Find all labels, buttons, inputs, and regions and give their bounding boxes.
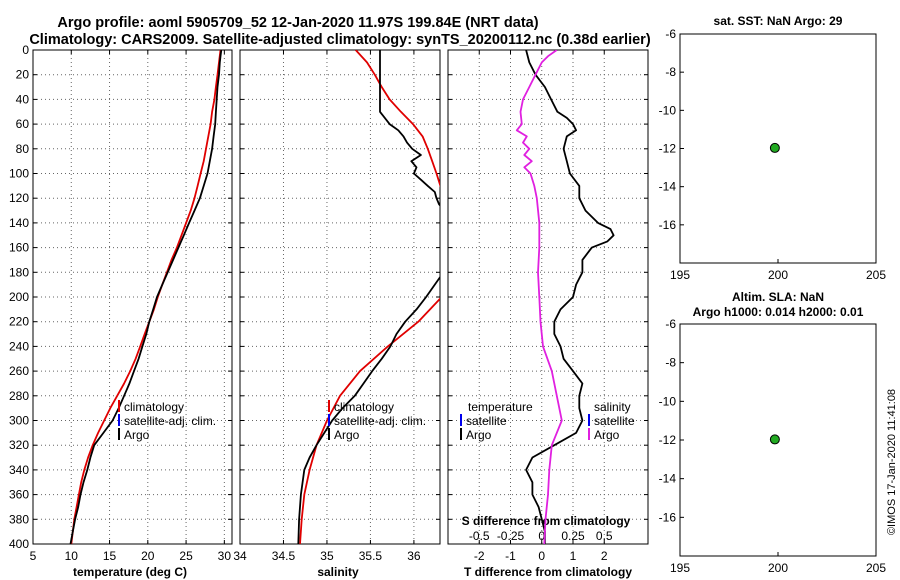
salinity-xlabel: salinity	[317, 565, 359, 579]
difference-xtick-label: 0	[538, 549, 545, 563]
difference-x2tick-label: 0.25	[561, 529, 585, 543]
temperature-ytick-label: 40	[16, 92, 30, 106]
temperature-legend-argo-label: Argo	[124, 428, 150, 442]
temperature-ytick-label: 160	[9, 241, 29, 255]
imos-timestamp: ©IMOS 17-Jan-2020 11:41:08	[886, 389, 898, 535]
difference-legend-salinity-argo-label: Argo	[594, 428, 620, 442]
sla-subtitle: Argo h1000: 0.014 h2000: 0.01	[693, 305, 864, 319]
temperature-difference-argo-line	[525, 50, 615, 544]
temperature-ytick-label: 340	[9, 463, 29, 477]
salinity-legend-climatology-label: climatology	[334, 400, 394, 414]
salinity-legend-argo-label: Argo	[334, 428, 360, 442]
temperature-xtick-label: 15	[103, 549, 117, 563]
sst-xtick-label: 200	[768, 268, 788, 282]
sla-xtick-label: 195	[670, 561, 690, 575]
salinity-xtick-label: 34.5	[272, 549, 296, 563]
sst-map-panel: -6 -8 -10 -12 -14 -16 195 200 205 sat. SST: NaN A…	[659, 14, 887, 282]
difference-legend-temperature-heading: temperature	[468, 400, 533, 414]
salinity-argo-line	[297, 50, 440, 544]
temperature-ytick-label: 200	[9, 290, 29, 304]
temperature-ytick-label: 100	[9, 167, 29, 181]
difference-legend-temperature-argo-label: Argo	[466, 428, 492, 442]
temperature-ytick-label: 180	[9, 265, 29, 279]
temperature-legend-satellite-label: satellite-adj. clim.	[124, 414, 216, 428]
difference-legend-salinity-heading: salinity	[594, 400, 631, 414]
salinity-xtick-label: 36	[407, 549, 421, 563]
temperature-ytick-label: 380	[9, 512, 29, 526]
temperature-ytick-label: 140	[9, 216, 29, 230]
difference-xtick-label: -1	[505, 549, 516, 563]
difference-plot-area	[515, 50, 615, 544]
temperature-ytick-label: 260	[9, 364, 29, 378]
temperature-axes-frame	[32, 49, 233, 545]
title-line-1: Argo profile: aoml 5905709_52 12-Jan-202…	[57, 15, 538, 31]
temperature-ytick-label: 280	[9, 389, 29, 403]
salinity-difference-argo-line	[515, 50, 563, 544]
temperature-ytick-label: 360	[9, 488, 29, 502]
salinity-plot-area	[297, 50, 440, 544]
sst-ytick-label: -14	[659, 180, 677, 194]
difference-legend-temperature-satellite-label: satellite	[466, 414, 507, 428]
sst-xtick-label: 195	[670, 268, 690, 282]
temperature-ytick-label: 400	[9, 537, 29, 551]
sst-xtick-label: 205	[866, 268, 886, 282]
sst-ytick-label: -10	[659, 103, 677, 117]
temperature-xtick-label: 30	[218, 549, 232, 563]
sla-map-panel: -6 -8 -10 -12 -14 -16 195 200 205 Altim. SLA: NaN…	[659, 290, 887, 575]
temperature-ytick-label: 0	[22, 43, 29, 57]
sla-ytick-label: -12	[659, 433, 677, 447]
sla-ytick-label: -10	[659, 394, 677, 408]
difference-xtick-label: -2	[474, 549, 485, 563]
temperature-ytick-label: 120	[9, 191, 29, 205]
salinity-panel: 34 34.5 35 35.5 36 salinity climatologysatelli…	[233, 49, 441, 579]
difference-xtick-label: 1	[570, 549, 577, 563]
temperature-legend-climatology-label: climatology	[124, 400, 184, 414]
sst-title: sat. SST: NaN Argo: 29	[714, 14, 843, 28]
sla-ytick-label: -6	[665, 317, 676, 331]
difference-x2tick-label: 0	[538, 529, 545, 543]
temperature-panel: 0 20 40 60 80 100 120 140 160 180 200 220 240 260 280 3…	[9, 43, 233, 579]
difference-x2tick-label: -0.5	[469, 529, 490, 543]
temperature-xtick-label: 10	[65, 549, 79, 563]
temperature-ytick-label: 80	[16, 142, 30, 156]
temperature-ytick-label: 300	[9, 414, 29, 428]
sla-title: Altim. SLA: NaN	[732, 290, 824, 304]
sst-ytick-label: -16	[659, 218, 677, 232]
sst-ytick-label: -8	[665, 65, 676, 79]
sla-ytick-label: -14	[659, 472, 677, 486]
temperature-argo-line	[69, 49, 223, 545]
salinity-xtick-label: 35	[320, 549, 334, 563]
temperature-xtick-label: 20	[141, 549, 155, 563]
sst-ytick-label: -12	[659, 142, 677, 156]
sla-xtick-label: 200	[768, 561, 788, 575]
temperature-ytick-label: 20	[16, 68, 30, 82]
temperature-xtick-label: 5	[30, 549, 37, 563]
sla-xtick-label: 205	[866, 561, 886, 575]
sla-ytick-label: -16	[659, 510, 677, 524]
salinity-legend-satellite-label: satellite-adj. clim.	[334, 414, 426, 428]
difference-x2tick-label: -0.25	[497, 529, 525, 543]
sst-argo-position-point	[769, 142, 780, 153]
temperature-xtick-label: 25	[179, 549, 193, 563]
sst-ytick-label: -6	[665, 27, 676, 41]
salinity-xtick-label: 34	[233, 549, 247, 563]
difference-xtick-label: 2	[601, 549, 608, 563]
difference-xlabel: T difference from climatology	[464, 565, 632, 579]
temperature-ytick-label: 320	[9, 438, 29, 452]
temperature-xlabel: temperature (deg C)	[73, 565, 187, 579]
temperature-ytick-label: 60	[16, 117, 30, 131]
title-line-2: Climatology: CARS2009. Satellite-adjuste…	[29, 32, 650, 48]
sla-argo-position-point	[769, 434, 780, 445]
difference-x2tick-label: 0.5	[596, 529, 613, 543]
salinity-xtick-label: 35.5	[359, 549, 383, 563]
temperature-ytick-label: 220	[9, 315, 29, 329]
difference-legend-salinity-satellite-label: satellite	[594, 414, 635, 428]
temperature-ytick-label: 240	[9, 339, 29, 353]
sla-ytick-label: -8	[665, 356, 676, 370]
